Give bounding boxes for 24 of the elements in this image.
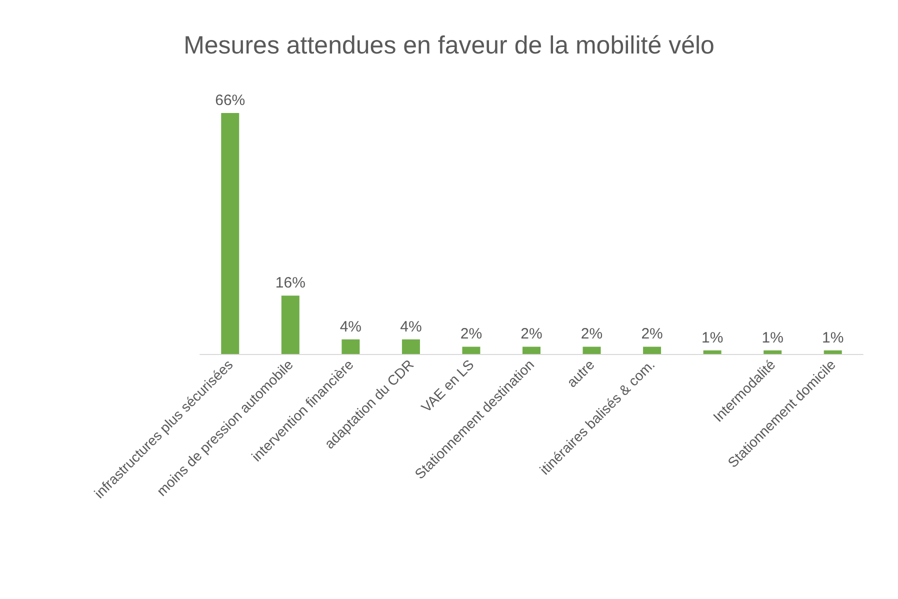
data-label: 2%: [641, 326, 663, 343]
bar: [643, 346, 662, 354]
data-label: 66%: [215, 92, 246, 109]
data-label: 1%: [701, 329, 724, 346]
bar: [342, 339, 360, 354]
data-label: 16%: [275, 274, 306, 292]
data-label: 4%: [340, 318, 362, 336]
bar: [462, 346, 480, 354]
bar: [281, 296, 300, 354]
data-label: 4%: [400, 318, 422, 336]
bar: [221, 113, 240, 354]
bar: [522, 346, 540, 354]
chart-title: Mesures attendues en faveur de la mobilité vélo: [184, 32, 714, 60]
data-label: 2%: [460, 326, 482, 343]
x-tick-label: VAE en LS: [418, 356, 477, 416]
data-label: 2%: [580, 326, 603, 343]
bar: [703, 350, 722, 354]
data-label: 1%: [762, 329, 784, 346]
data-label: 1%: [822, 329, 844, 346]
bar: [824, 350, 842, 354]
data-label: 2%: [520, 326, 542, 343]
bar: [402, 339, 420, 354]
bar: [582, 346, 601, 354]
bar: [764, 350, 782, 354]
